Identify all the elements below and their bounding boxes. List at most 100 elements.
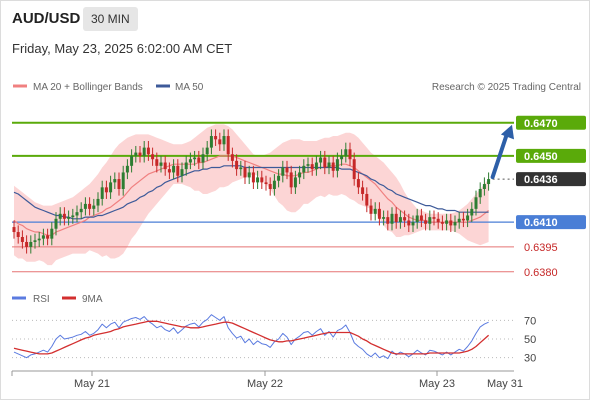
moving-average-layer bbox=[13, 155, 489, 236]
candle-body bbox=[403, 217, 407, 221]
candle-body bbox=[218, 139, 222, 145]
candle-body bbox=[142, 147, 146, 156]
candle-body bbox=[277, 175, 281, 181]
candle-body bbox=[470, 208, 474, 216]
candle-body bbox=[167, 169, 171, 173]
candle-body bbox=[58, 213, 62, 219]
candle-body bbox=[104, 187, 108, 193]
candle-body bbox=[474, 197, 478, 209]
candle-body bbox=[62, 213, 66, 219]
x-tick-label-2: May 23 bbox=[419, 378, 455, 390]
candle-body bbox=[146, 147, 150, 155]
x-axis-ticks: May 21 May 22 May 23 May 31 bbox=[11, 371, 523, 390]
candle-body bbox=[46, 235, 50, 239]
candle-body bbox=[398, 217, 402, 223]
candle-body bbox=[130, 155, 134, 166]
candle-body bbox=[373, 208, 377, 214]
candle-body bbox=[394, 213, 398, 223]
candle-body bbox=[113, 179, 117, 183]
candle-body bbox=[487, 179, 491, 185]
candle-body bbox=[356, 179, 360, 188]
candle-body bbox=[369, 205, 373, 214]
candle-body bbox=[268, 184, 272, 189]
candle-body bbox=[449, 220, 453, 226]
candle-body bbox=[230, 154, 234, 161]
ma50-line bbox=[13, 165, 489, 220]
level-tag-0.6410 bbox=[516, 215, 586, 230]
candle-body bbox=[331, 162, 335, 171]
candle-body bbox=[285, 167, 289, 173]
candle-body bbox=[151, 154, 155, 160]
candle-body bbox=[209, 136, 213, 148]
candle-body bbox=[365, 193, 369, 206]
candle-body bbox=[428, 217, 432, 224]
price-levels-layer bbox=[12, 121, 514, 273]
candle-body bbox=[281, 167, 285, 176]
candle-body bbox=[214, 136, 218, 140]
candle-body bbox=[121, 172, 125, 189]
rsi-series-9MA bbox=[13, 320, 490, 355]
candle-body bbox=[184, 162, 188, 170]
legend-ma20-label: MA 20 + Bollinger Bands bbox=[33, 82, 143, 93]
candle-body bbox=[138, 152, 142, 156]
level-label-0.6395: 0.6395 bbox=[524, 242, 558, 254]
candle-body bbox=[327, 162, 331, 168]
rsi-tick-30: 30 bbox=[524, 353, 536, 365]
candle-body bbox=[75, 212, 79, 216]
candle-body bbox=[256, 177, 260, 183]
candle-body bbox=[37, 238, 41, 241]
candle-body bbox=[461, 218, 465, 221]
level-label-0.6470: 0.6470 bbox=[524, 118, 558, 130]
candle-body bbox=[54, 218, 58, 229]
bollinger-band bbox=[14, 124, 489, 266]
rsi-tick-70: 70 bbox=[524, 315, 536, 327]
candle-body bbox=[424, 220, 428, 224]
candle-body bbox=[482, 184, 486, 189]
candle-body bbox=[83, 203, 87, 209]
candle-body bbox=[335, 159, 339, 171]
candle-body bbox=[180, 169, 184, 176]
candle-body bbox=[415, 215, 419, 223]
legend-ma50-label: MA 50 bbox=[175, 82, 204, 93]
candle-body bbox=[440, 222, 444, 224]
candle-body bbox=[50, 228, 54, 239]
candle-body bbox=[226, 136, 230, 155]
candle-body bbox=[348, 149, 352, 160]
candle-body bbox=[344, 149, 348, 156]
candle-body bbox=[41, 235, 45, 239]
symbol-label: AUD/USD bbox=[12, 10, 81, 27]
level-labels-layer: 0.6470 0.6450 0.6436 0.6410 0.6395 0.6380 bbox=[516, 115, 586, 279]
candle-body bbox=[289, 172, 293, 188]
candle-body bbox=[163, 162, 167, 170]
candle-body bbox=[382, 217, 386, 219]
x-tick-label-1: May 22 bbox=[247, 378, 283, 390]
candle-body bbox=[172, 165, 176, 173]
candle-body bbox=[436, 218, 440, 223]
candle-body bbox=[155, 159, 159, 166]
level-label-0.6450: 0.6450 bbox=[524, 151, 558, 163]
forecast-arrow-shaft bbox=[490, 131, 509, 180]
candle-body bbox=[117, 179, 121, 189]
date-line: Friday, May 23, 2025 6:02:00 AM CET bbox=[12, 41, 233, 56]
forecast-arrow-head bbox=[500, 124, 515, 140]
candle-body bbox=[92, 205, 96, 209]
candle-body bbox=[100, 187, 104, 199]
candle-body bbox=[193, 157, 197, 160]
level-tag-0.6450 bbox=[516, 148, 586, 163]
candle-body bbox=[377, 208, 381, 219]
candle-body bbox=[323, 157, 327, 168]
candle-body bbox=[29, 241, 33, 247]
candle-body bbox=[222, 136, 226, 145]
candle-body bbox=[79, 208, 83, 213]
candle-body bbox=[314, 162, 318, 170]
candle-body bbox=[88, 203, 92, 209]
candle-body bbox=[71, 215, 75, 218]
level-label-0.6410: 0.6410 bbox=[524, 217, 558, 229]
level-tag-0.6470 bbox=[516, 115, 586, 130]
candle-body bbox=[260, 177, 264, 183]
candle-body bbox=[419, 215, 423, 221]
x-tick-label-3: May 31 bbox=[487, 378, 523, 390]
timeframe-button[interactable]: 30 MIN bbox=[83, 7, 138, 31]
candle-body bbox=[272, 180, 276, 189]
